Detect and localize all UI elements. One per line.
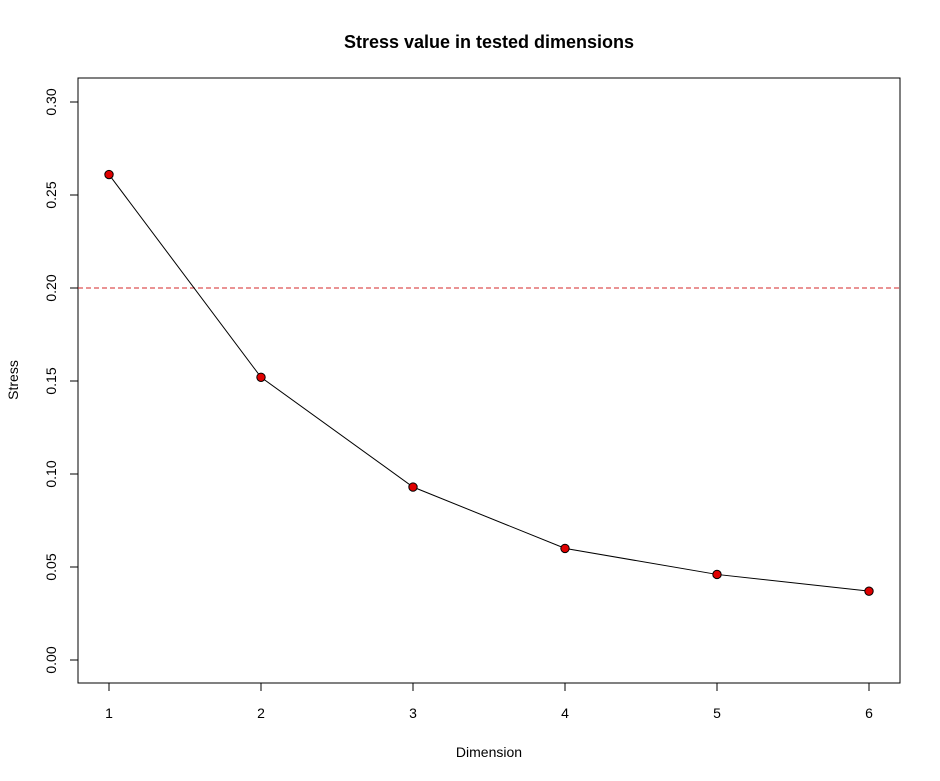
series-line [108,174,870,592]
data-point [560,543,570,554]
x-tick-label: 2 [257,705,265,721]
data-point [408,482,418,492]
x-tick-label: 5 [713,705,721,721]
y-tick-label: 0.15 [43,367,59,394]
data-point [864,586,874,596]
y-axis: 0.00 0.05 0.10 0.15 0.20 0.25 0.30 [43,88,79,674]
y-tick-label: 0.05 [43,553,59,580]
y-tick-label: 0.10 [43,460,59,487]
y-tick-label: 0.30 [43,88,59,115]
x-tick-label: 3 [409,705,417,721]
data-point [256,372,266,382]
x-tick-label: 4 [561,705,569,721]
y-tick-label: 0.20 [43,274,59,301]
x-axis-label: Dimension [456,744,522,760]
plot-frame [77,77,901,684]
y-tick-label: 0.25 [43,181,59,208]
x-tick-label: 6 [865,705,873,721]
y-axis-label: Stress [5,360,21,400]
data-point [712,569,722,580]
x-tick-label: 1 [105,705,113,721]
chart-title: Stress value in tested dimensions [344,32,634,52]
data-point [104,169,114,180]
y-tick-label: 0.00 [43,646,59,673]
series-layer [104,169,874,596]
x-axis: 1 2 3 4 5 6 [105,682,873,721]
